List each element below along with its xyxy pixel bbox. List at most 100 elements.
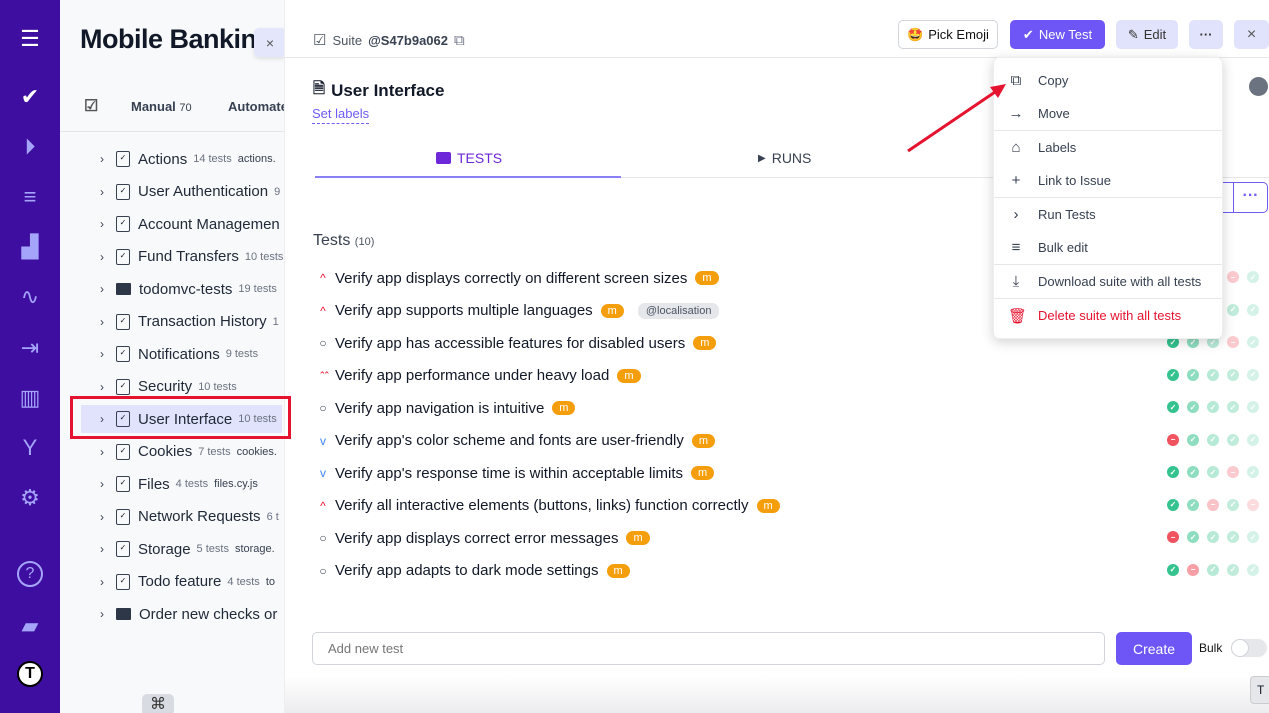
test-row[interactable]: ^ Verify app supports multiple languages m… xyxy=(313,295,1269,328)
test-row[interactable]: v Verify app's color scheme and fonts are… xyxy=(313,425,1269,458)
menu-item-delete-suite-with-all-tests[interactable]: 🗑 Delete suite with all tests xyxy=(994,299,1222,332)
new-test-button[interactable]: ✔ New Test xyxy=(1010,20,1105,49)
tree-item[interactable]: › ✓ Actions 14 tests actions. xyxy=(60,143,284,176)
run-pass-icon[interactable]: ✓ xyxy=(1207,433,1219,446)
set-labels-link[interactable]: Set labels xyxy=(312,106,370,124)
tree-item[interactable]: › ✓ User Interface 10 tests xyxy=(81,405,282,433)
run-fail-icon[interactable]: − xyxy=(1167,531,1179,543)
menu-item-labels[interactable]: ⌂ Labels xyxy=(994,131,1222,164)
help-icon[interactable]: ? xyxy=(17,561,43,587)
run-pass-icon[interactable]: ✓ xyxy=(1187,433,1199,446)
steps-icon[interactable]: ▟ xyxy=(21,234,39,259)
run-pass-icon[interactable]: ✓ xyxy=(1247,401,1259,413)
run-pass-icon[interactable]: ✓ xyxy=(1247,563,1259,576)
folder-icon[interactable]: ▰ xyxy=(21,613,39,638)
run-pass-icon[interactable]: ✓ xyxy=(1227,401,1239,413)
chevron-right-icon[interactable]: › xyxy=(100,444,104,459)
test-row[interactable]: ^ Verify app displays correctly on differ… xyxy=(313,262,1269,295)
test-row[interactable]: ○ Verify app has accessible features for … xyxy=(313,327,1269,360)
tab-automated[interactable]: Automate xyxy=(228,99,285,114)
tab-tests[interactable]: TESTS xyxy=(436,150,502,166)
run-pass-icon[interactable]: ✓ xyxy=(1187,498,1199,511)
chevron-right-icon[interactable]: › xyxy=(100,542,104,557)
run-pass-icon[interactable]: ✓ xyxy=(1187,531,1199,543)
tree-item[interactable]: › ✓ Todo feature 4 tests to xyxy=(60,566,284,599)
tree-item[interactable]: › ✓ Cookies 7 tests cookies. xyxy=(60,436,284,469)
test-row[interactable]: ^ Verify all interactive elements (button… xyxy=(313,490,1269,523)
create-button[interactable]: Create xyxy=(1116,632,1192,665)
run-pass-icon[interactable]: ✓ xyxy=(1247,368,1259,381)
run-pass-icon[interactable]: ✓ xyxy=(1167,336,1179,348)
user-avatar-icon[interactable] xyxy=(1249,77,1268,96)
chevron-right-icon[interactable]: › xyxy=(100,217,104,232)
tree-item[interactable]: › ✓ Network Requests 6 t xyxy=(60,501,284,534)
run-pass-icon[interactable]: ✓ xyxy=(1167,368,1179,381)
logo-icon[interactable]: T xyxy=(17,661,43,687)
run-pass-icon[interactable]: ✓ xyxy=(1247,303,1259,316)
run-fail-icon[interactable]: − xyxy=(1187,563,1199,576)
tree-item[interactable]: › ✓ Account Managemen xyxy=(60,208,284,241)
chevron-right-icon[interactable]: › xyxy=(100,574,104,589)
branch-icon[interactable]: Y xyxy=(22,435,38,460)
test-row[interactable]: ○ Verify app navigation is intuitive m ✓ ✓ ✓ ✓… xyxy=(313,392,1269,425)
run-pass-icon[interactable]: ✓ xyxy=(1167,563,1179,576)
test-row[interactable]: ○ Verify app adapts to dark mode settings… xyxy=(313,555,1269,588)
run-fail-icon[interactable]: − xyxy=(1207,498,1219,511)
chevron-right-icon[interactable]: › xyxy=(100,509,104,524)
run-pass-icon[interactable]: ✓ xyxy=(1207,336,1219,348)
chevron-right-icon[interactable]: › xyxy=(100,184,104,199)
close-sidebar-button[interactable]: × xyxy=(254,28,284,57)
run-pass-icon[interactable]: ✓ xyxy=(1187,466,1199,478)
test-row[interactable]: ⌃⌃ Verify app performance under heavy loa… xyxy=(313,360,1269,393)
tree-item[interactable]: › ✓ Storage 5 tests storage. xyxy=(60,533,284,566)
run-pass-icon[interactable]: ✓ xyxy=(1227,433,1239,446)
pick-emoji-button[interactable]: 🤩 Pick Emoji xyxy=(898,20,998,49)
close-button[interactable]: × xyxy=(1234,20,1269,49)
check-icon[interactable]: ✔ xyxy=(20,84,40,109)
menu-icon[interactable]: ☰ xyxy=(20,26,40,51)
menu-item-run-tests[interactable]: › Run Tests xyxy=(994,198,1222,231)
tree-item[interactable]: › ✓ Files 4 tests files.cy.js xyxy=(60,468,284,501)
run-pass-icon[interactable]: ✓ xyxy=(1207,368,1219,381)
test-label[interactable]: @localisation xyxy=(637,302,720,319)
chevron-right-icon[interactable]: › xyxy=(100,249,104,264)
run-fail-icon[interactable]: − xyxy=(1227,271,1239,283)
run-pass-icon[interactable]: ✓ xyxy=(1207,531,1219,543)
run-pass-icon[interactable]: ✓ xyxy=(1167,498,1179,511)
run-pass-icon[interactable]: ✓ xyxy=(1167,466,1179,478)
chevron-right-icon[interactable]: › xyxy=(100,412,104,426)
tree-item[interactable]: › Order new checks or xyxy=(60,598,284,631)
run-pass-icon[interactable]: ✓ xyxy=(1227,498,1239,511)
checklist-icon[interactable]: ☑ xyxy=(84,98,99,115)
tree-item[interactable]: › ✓ Transaction History 1 xyxy=(60,306,284,339)
run-pass-icon[interactable]: ✓ xyxy=(1167,401,1179,413)
chevron-right-icon[interactable]: › xyxy=(100,347,104,362)
edit-button[interactable]: ✎ Edit xyxy=(1116,20,1178,49)
play-circle-icon[interactable]: ⏵ xyxy=(24,134,36,159)
command-button[interactable]: ⌘ xyxy=(142,694,174,713)
import-icon[interactable]: ⇥ xyxy=(20,335,40,360)
run-pass-icon[interactable]: ✓ xyxy=(1207,466,1219,478)
run-pass-icon[interactable]: ✓ xyxy=(1247,433,1259,446)
add-test-input[interactable] xyxy=(312,632,1105,665)
chevron-right-icon[interactable]: › xyxy=(100,477,104,492)
chevron-right-icon[interactable]: › xyxy=(100,282,104,297)
run-pass-icon[interactable]: ✓ xyxy=(1187,336,1199,348)
chevron-right-icon[interactable]: › xyxy=(100,152,104,167)
tests-more-button[interactable]: ··· xyxy=(1233,182,1268,213)
test-row[interactable]: v Verify app's response time is within ac… xyxy=(313,457,1269,490)
checklist-icon[interactable]: ≡ xyxy=(23,184,37,209)
chevron-right-icon[interactable]: › xyxy=(100,314,104,329)
run-pass-icon[interactable]: ✓ xyxy=(1227,368,1239,381)
menu-item-download-suite-with-all-tests[interactable]: ⤓ Download suite with all tests xyxy=(994,265,1222,298)
menu-item-link-to-issue[interactable]: + Link to Issue xyxy=(994,164,1222,197)
run-pass-icon[interactable]: ✓ xyxy=(1187,401,1199,413)
bulk-toggle[interactable] xyxy=(1231,639,1267,657)
run-fail-icon[interactable]: − xyxy=(1227,336,1239,348)
run-pass-icon[interactable]: ✓ xyxy=(1187,368,1199,381)
run-pass-icon[interactable]: ✓ xyxy=(1227,563,1239,576)
run-pass-icon[interactable]: ✓ xyxy=(1247,466,1259,478)
chevron-right-icon[interactable]: › xyxy=(100,379,104,394)
tree-item[interactable]: › ✓ User Authentication 9 xyxy=(60,176,284,209)
test-row[interactable]: ○ Verify app displays correct error messa… xyxy=(313,522,1269,555)
